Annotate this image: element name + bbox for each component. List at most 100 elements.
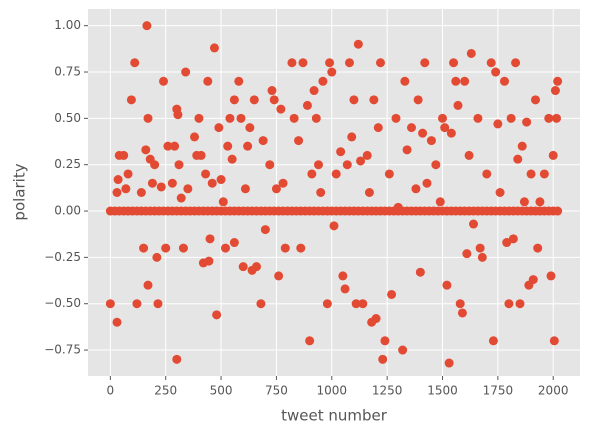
x-tick-label: 500: [210, 384, 233, 398]
point: [174, 160, 184, 170]
point: [172, 354, 182, 364]
point: [371, 314, 381, 324]
point: [528, 275, 538, 285]
point: [271, 184, 281, 194]
point: [311, 113, 321, 123]
point: [176, 193, 186, 203]
point: [267, 86, 277, 96]
point: [546, 271, 556, 281]
point: [440, 123, 450, 133]
point: [314, 160, 324, 170]
plot-background: [88, 9, 580, 376]
point: [280, 243, 290, 253]
point: [517, 141, 527, 151]
point: [298, 58, 308, 68]
point: [513, 154, 523, 164]
point: [204, 256, 214, 266]
point: [307, 169, 317, 179]
point: [344, 58, 354, 68]
point: [351, 299, 361, 309]
point: [393, 202, 403, 212]
point: [457, 308, 467, 318]
point: [113, 175, 123, 185]
point: [468, 219, 478, 229]
y-axis-label: polarity: [11, 163, 29, 220]
point: [342, 160, 352, 170]
x-tick-label: 1000: [317, 384, 348, 398]
y-tick-label: 0.75: [54, 65, 81, 79]
point: [522, 117, 532, 127]
point: [422, 178, 432, 188]
point: [437, 113, 447, 123]
point: [318, 76, 328, 86]
point: [296, 243, 306, 253]
point: [347, 132, 357, 142]
point: [329, 221, 339, 231]
point: [530, 95, 540, 105]
x-tick-label: 0: [107, 384, 115, 398]
point: [327, 67, 337, 77]
point: [362, 150, 372, 160]
point: [305, 336, 315, 346]
point: [442, 280, 452, 290]
x-tick-label: 750: [265, 384, 288, 398]
point: [190, 132, 200, 142]
point: [278, 178, 288, 188]
point: [123, 169, 133, 179]
point: [159, 76, 169, 86]
point: [550, 86, 560, 96]
point: [309, 86, 319, 96]
point: [302, 100, 312, 110]
point: [209, 43, 219, 53]
point: [526, 169, 536, 179]
point: [400, 76, 410, 86]
point: [358, 299, 368, 309]
point: [216, 175, 226, 185]
point: [249, 95, 259, 105]
point: [464, 150, 474, 160]
point: [473, 113, 483, 123]
point: [446, 128, 456, 138]
point: [356, 156, 366, 166]
point: [105, 299, 115, 309]
point: [508, 234, 518, 244]
point: [142, 21, 152, 31]
point: [455, 299, 465, 309]
point: [132, 299, 142, 309]
point: [236, 113, 246, 123]
point: [460, 76, 470, 86]
point: [167, 178, 177, 188]
point: [229, 238, 239, 248]
point: [260, 225, 270, 235]
point: [515, 299, 525, 309]
point: [488, 336, 498, 346]
point: [353, 39, 363, 49]
point: [322, 299, 332, 309]
point: [173, 110, 183, 120]
point: [256, 299, 266, 309]
y-tick-label: 0.50: [54, 111, 81, 125]
point: [112, 188, 122, 197]
point: [212, 310, 222, 320]
point: [349, 95, 359, 105]
point: [504, 299, 514, 309]
point: [506, 113, 516, 123]
point: [112, 317, 122, 327]
point: [221, 243, 231, 253]
point: [553, 206, 563, 216]
point: [486, 58, 496, 68]
point: [269, 95, 279, 105]
point: [406, 123, 416, 133]
point: [243, 141, 253, 151]
point: [544, 113, 554, 123]
x-tick-label: 1750: [483, 384, 514, 398]
point: [141, 145, 151, 155]
point: [274, 271, 284, 281]
point: [258, 136, 268, 146]
point: [223, 141, 233, 151]
point: [331, 169, 341, 179]
point: [289, 113, 299, 123]
point: [420, 58, 430, 68]
point: [466, 48, 476, 58]
